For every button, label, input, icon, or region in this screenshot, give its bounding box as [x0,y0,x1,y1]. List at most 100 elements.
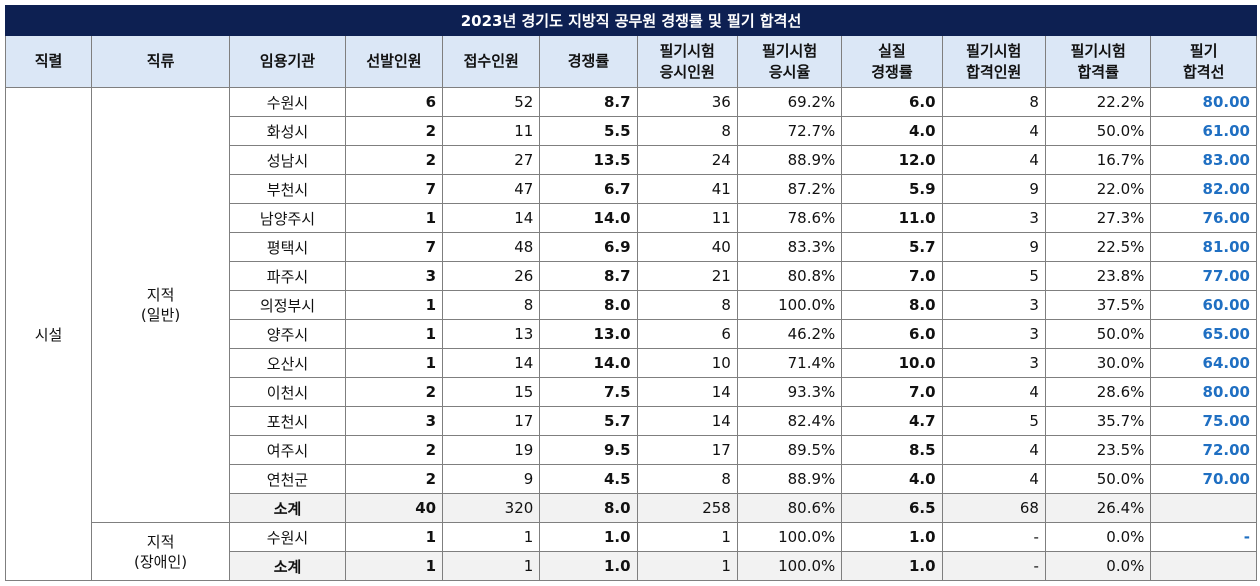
applied-cell: 14 [442,348,541,378]
cutoff-cell: - [1150,522,1257,552]
selected-cell: 3 [344,406,444,436]
take-rate-cell: 78.6% [736,203,843,233]
passed-cell: 3 [941,203,1046,233]
agency-cell: 수원시 [229,87,346,117]
header-passed-line2: 합격인원 [966,62,1022,81]
takers-cell: 14 [636,406,738,436]
agency-cell: 의정부시 [229,290,346,320]
agency-cell: 화성시 [229,116,346,146]
passed-cell: - [941,522,1046,552]
cutoff-cell: 77.00 [1150,261,1257,291]
take-rate-cell: 89.5% [736,435,843,465]
takers-cell: 36 [636,87,738,117]
subtotal-agency-cell: 소계 [229,493,346,523]
selected-cell: 7 [344,232,444,262]
actual-ratio-cell: 7.0 [841,261,943,291]
actual-ratio-cell: 4.7 [841,406,943,436]
actual-ratio-cell: 5.7 [841,232,943,262]
passed-cell: 9 [941,232,1046,262]
pass-rate-cell: 23.5% [1044,435,1152,465]
passed-cell: 4 [941,116,1046,146]
competition-table: 2023년 경기도 지방직 공무원 경쟁률 및 필기 합격선 직렬 직류 임용기… [5,5,1257,581]
cutoff-cell: 70.00 [1150,464,1257,494]
header-exam-takers-line2: 응시인원 [659,62,715,81]
header-cutoff: 필기 합격선 [1150,35,1257,88]
take-rate-cell: 82.4% [736,406,843,436]
subtotal-cutoff-cell [1150,551,1257,581]
cutoff-cell: 80.00 [1150,87,1257,117]
header-passed-line1: 필기시험 [966,41,1022,60]
takers-cell: 21 [636,261,738,291]
ratio-cell: 9.5 [539,435,638,465]
ratio-cell: 4.5 [539,464,638,494]
subtotal-takers-cell: 1 [636,551,738,581]
ratio-cell: 14.0 [539,348,638,378]
cutoff-cell: 76.00 [1150,203,1257,233]
cutoff-cell: 72.00 [1150,435,1257,465]
take-rate-cell: 88.9% [736,464,843,494]
pass-rate-cell: 35.7% [1044,406,1152,436]
pass-rate-cell: 50.0% [1044,319,1152,349]
agency-cell: 양주시 [229,319,346,349]
pass-rate-cell: 37.5% [1044,290,1152,320]
take-rate-cell: 71.4% [736,348,843,378]
actual-ratio-cell: 5.9 [841,174,943,204]
table-row: 평택시 7 48 6.9 40 83.3% 5.7 9 22.5% 81.00 [6,232,1257,262]
selected-cell: 7 [344,174,444,204]
table-row: 지적 (장애인) 수원시 1 1 1.0 1 100.0% 1.0-0.0% - [6,522,1257,581]
takers-cell: 14 [636,377,738,407]
ratio-cell: 8.7 [539,261,638,291]
take-rate-cell: 100.0% [736,290,843,320]
passed-cell: 4 [941,464,1046,494]
table-row: 연천군 2 9 4.5 8 88.9% 4.0 4 50.0% 70.00 [6,464,1257,494]
selected-cell: 6 [344,87,444,117]
header-applied: 접수인원 [442,35,541,88]
applied-cell: 8 [442,290,541,320]
applied-cell: 26 [442,261,541,291]
agency-cell: 평택시 [229,232,346,262]
subtotal-actual-ratio-cell: 1.0 [841,551,943,581]
agency-cell: 파주시 [229,261,346,291]
subtotal-selected-cell: 40 [344,493,444,523]
selected-cell: 1 [344,203,444,233]
table-title: 2023년 경기도 지방직 공무원 경쟁률 및 필기 합격선 [5,5,1257,36]
selected-cell: 2 [344,116,444,146]
header-cutoff-line1: 필기 [1189,41,1218,60]
agency-cell: 이천시 [229,377,346,407]
table-row: 여주시 2 19 9.5 17 89.5% 8.5 4 23.5% 72.00 [6,435,1257,465]
take-rate-cell: 87.2% [736,174,843,204]
table-container: 2023년 경기도 지방직 공무원 경쟁률 및 필기 합격선 직렬 직류 임용기… [5,5,1257,581]
cutoff-cell: 75.00 [1150,406,1257,436]
pass-rate-cell: 16.7% [1044,145,1152,175]
subtotal-agency-cell: 소계 [229,551,346,581]
pass-rate-cell: 23.8% [1044,261,1152,291]
takers-cell: 1 [636,522,738,552]
subtotal-passed-cell: - [941,551,1046,581]
passed-cell: 3 [941,319,1046,349]
table-row: 양주시 1 13 13.0 6 46.2% 6.0 3 50.0% 65.00 [6,319,1257,349]
cutoff-cell: 60.00 [1150,290,1257,320]
pass-rate-cell: 22.5% [1044,232,1152,262]
pass-rate-cell: 22.0% [1044,174,1152,204]
take-rate-cell: 69.2% [736,87,843,117]
subtotal-passed-cell: 68 [941,493,1046,523]
header-pass-rate-line2: 합격률 [1077,62,1119,81]
ratio-cell: 8.0 [539,290,638,320]
agency-cell: 연천군 [229,464,346,494]
selected-cell: 2 [344,464,444,494]
ratio-cell: 6.9 [539,232,638,262]
header-exam-takers: 필기시험 응시인원 [636,35,738,88]
actual-ratio-cell: 4.0 [841,116,943,146]
applied-cell: 13 [442,319,541,349]
applied-cell: 52 [442,87,541,117]
header-pass-rate-line1: 필기시험 [1070,41,1126,60]
takers-cell: 8 [636,464,738,494]
pass-rate-cell: 28.6% [1044,377,1152,407]
actual-ratio-cell: 12.0 [841,145,943,175]
takers-cell: 41 [636,174,738,204]
header-jikryeol: 직렬 [5,35,92,88]
passed-cell: 8 [941,87,1046,117]
subtotal-take-rate-cell: 80.6% [736,493,843,523]
